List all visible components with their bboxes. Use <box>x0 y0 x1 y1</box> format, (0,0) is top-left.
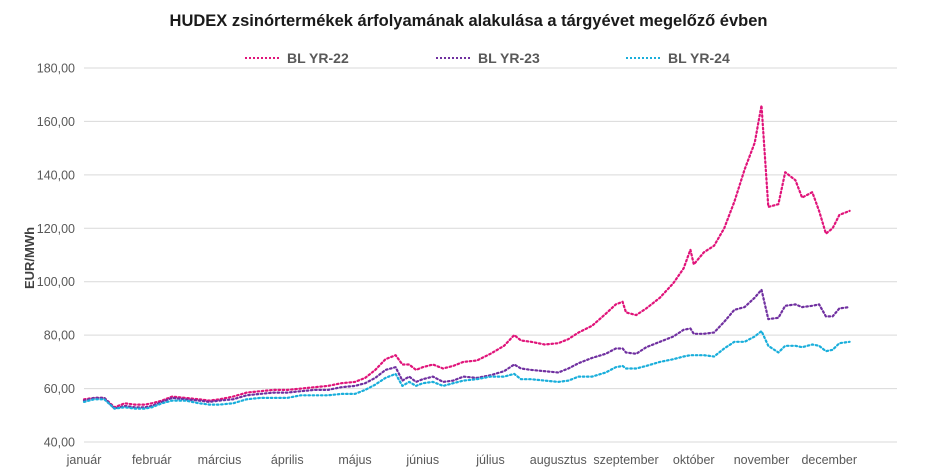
x-tick-label: október <box>673 453 715 467</box>
y-tick-label: 120,00 <box>37 222 75 236</box>
y-tick-label: 140,00 <box>37 168 75 182</box>
x-tick-label: szeptember <box>593 453 658 467</box>
legend: BL YR-22 BL YR-23 BL YR-24 <box>0 50 937 70</box>
legend-label-bl-yr-24: BL YR-24 <box>668 50 730 66</box>
y-tick-label: 40,00 <box>44 436 75 450</box>
y-tick-label: 160,00 <box>37 115 75 129</box>
x-tick-label: február <box>132 453 172 467</box>
y-tick-label: 80,00 <box>44 329 75 343</box>
y-axis-ticks: 40,00 60,00 80,00 100,00 120,00 140,00 160,00 1… <box>37 62 75 450</box>
x-tick-label: július <box>475 453 505 467</box>
gridlines <box>84 67 897 443</box>
x-tick-label: november <box>734 453 790 467</box>
x-tick-label: január <box>66 453 102 467</box>
x-tick-label: március <box>198 453 242 467</box>
y-axis-label: EUR/MWh <box>22 227 37 289</box>
legend-item-bl-yr-23: BL YR-23 <box>436 50 540 66</box>
x-axis-ticks: január február március április május június jú… <box>66 453 857 467</box>
series-line-3 <box>82 330 851 410</box>
y-tick-label: 100,00 <box>37 275 75 289</box>
series-lines <box>82 104 851 410</box>
y-tick-label: 60,00 <box>44 382 75 396</box>
x-tick-label: augusztus <box>530 453 587 467</box>
legend-swatch-bl-yr-23 <box>436 57 470 59</box>
legend-item-bl-yr-24: BL YR-24 <box>626 50 730 66</box>
legend-label-bl-yr-23: BL YR-23 <box>478 50 540 66</box>
legend-swatch-bl-yr-22 <box>245 57 279 59</box>
series-line-1 <box>82 104 851 409</box>
x-tick-label: május <box>338 453 371 467</box>
x-tick-label: április <box>271 453 304 467</box>
legend-label-bl-yr-22: BL YR-22 <box>287 50 349 66</box>
legend-swatch-bl-yr-24 <box>626 57 660 59</box>
chart-title: HUDEX zsinórtermékek árfolyamának alakul… <box>169 12 768 30</box>
x-tick-label: június <box>405 453 439 467</box>
legend-item-bl-yr-22: BL YR-22 <box>245 50 349 66</box>
series-line-2 <box>82 288 851 410</box>
y-tick-label: 180,00 <box>37 62 75 76</box>
x-tick-label: december <box>801 453 857 467</box>
